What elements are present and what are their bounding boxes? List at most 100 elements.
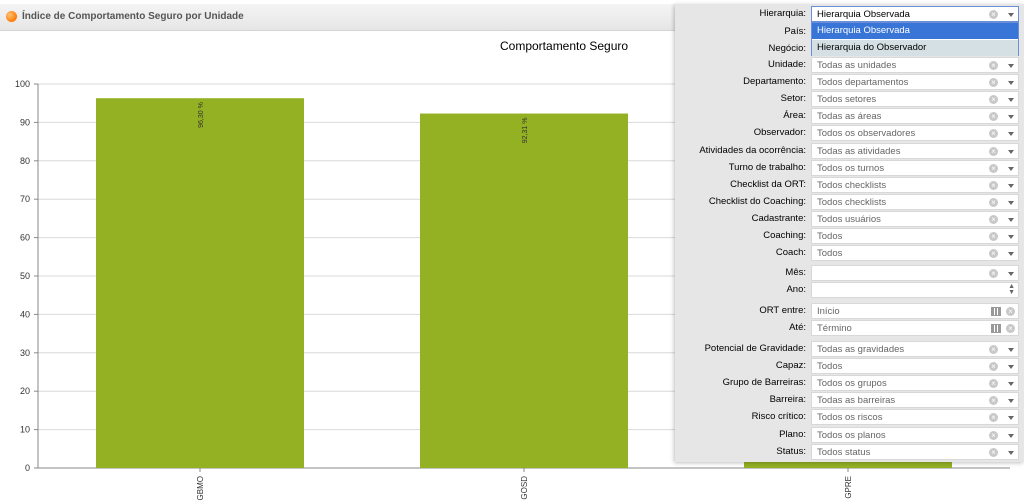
chevron-down-icon[interactable] — [1008, 272, 1014, 276]
mes-select[interactable]: × — [811, 265, 1019, 281]
hierarquia-select[interactable]: Hierarquia Observada × — [811, 6, 1019, 22]
negocio-label: Negócio: — [768, 43, 807, 54]
a5-value: Todas as atividades — [817, 145, 901, 157]
filter-row-a8: Checklist do Coaching: Todos checklists × — [675, 193, 1024, 210]
clear-icon[interactable]: × — [989, 232, 998, 241]
clear-icon[interactable]: × — [989, 447, 998, 457]
clear-icon[interactable]: × — [989, 379, 998, 389]
chevron-down-icon[interactable] — [1008, 183, 1014, 188]
a7-select[interactable]: Todos checklists × — [811, 176, 1019, 193]
filter-row-mes: Mês: × — [675, 265, 1024, 281]
filter-row-ano: Ano: ▲ ▼ — [675, 282, 1024, 298]
spinner-icon[interactable]: ▲ ▼ — [1008, 283, 1015, 296]
a0-select[interactable]: Todas as unidades × — [811, 57, 1019, 73]
filter-row-a11: Coach: Todos × — [675, 245, 1024, 262]
ate-select[interactable]: Término × — [811, 320, 1019, 336]
y-tick-label: 30 — [20, 348, 30, 358]
clear-icon[interactable]: × — [989, 146, 998, 156]
calendar-icon[interactable] — [991, 307, 1001, 316]
chevron-down-icon[interactable] — [1008, 81, 1014, 86]
chevron-down-icon[interactable] — [1008, 365, 1014, 370]
chevron-down-icon[interactable] — [1008, 166, 1014, 171]
a1-label: Departamento: — [743, 76, 806, 88]
clear-icon[interactable]: × — [989, 362, 998, 372]
a11-select[interactable]: Todos × — [811, 245, 1019, 262]
b1-select[interactable]: Todos × — [811, 358, 1019, 375]
a3-select[interactable]: Todas as áreas × — [811, 108, 1019, 125]
a2-label: Setor: — [780, 93, 806, 105]
b2-select[interactable]: Todos os grupos × — [811, 375, 1019, 392]
b5-select[interactable]: Todos os planos × — [811, 426, 1019, 443]
a2-select[interactable]: Todos setores × — [811, 91, 1019, 108]
chevron-down-icon[interactable] — [1008, 416, 1014, 421]
a6-select[interactable]: Todos os turnos × — [811, 159, 1019, 176]
chevron-down-icon[interactable] — [1008, 235, 1014, 239]
hierarquia-dropdown-list[interactable]: Hierarquia Observada Hierarquia do Obser… — [811, 22, 1019, 56]
a10-select[interactable]: Todos × — [811, 228, 1019, 244]
y-tick-label: 0 — [25, 463, 30, 473]
a9-select[interactable]: Todos usuários × — [811, 210, 1019, 227]
clear-icon[interactable]: × — [989, 345, 998, 354]
y-tick-label: 70 — [20, 194, 30, 204]
chevron-down-icon[interactable] — [1008, 399, 1014, 404]
orange-circle-icon — [6, 11, 17, 22]
clear-icon[interactable]: × — [989, 180, 998, 190]
clear-icon[interactable]: × — [1006, 307, 1015, 316]
bar-gbmo[interactable] — [96, 98, 304, 468]
b3-select[interactable]: Todas as barreiras × — [811, 392, 1019, 409]
ort-entre-select[interactable]: Início × — [811, 303, 1019, 319]
a9-value: Todos usuários — [817, 213, 881, 225]
chevron-down-icon[interactable] — [1008, 217, 1014, 222]
ano-select[interactable]: ▲ ▼ — [811, 282, 1019, 298]
b0-value: Todas as gravidades — [817, 344, 905, 355]
clear-icon[interactable]: × — [989, 396, 998, 406]
clear-icon[interactable]: × — [989, 61, 998, 70]
a1-select[interactable]: Todos departamentos × — [811, 74, 1019, 91]
clear-icon[interactable]: × — [1006, 324, 1015, 333]
a5-select[interactable]: Todas as atividades × — [811, 142, 1019, 159]
clear-icon[interactable]: × — [989, 95, 998, 105]
chevron-down-icon[interactable] — [1008, 382, 1014, 387]
clear-icon[interactable]: × — [989, 197, 998, 207]
clear-icon[interactable]: × — [989, 413, 998, 423]
chevron-down-icon[interactable] — [1008, 450, 1014, 455]
clear-icon[interactable]: × — [989, 112, 998, 122]
option-hierarquia-do-observador[interactable]: Hierarquia do Observador — [812, 40, 1018, 56]
clear-icon[interactable]: × — [989, 214, 998, 224]
clear-icon[interactable]: × — [989, 269, 998, 278]
pais-label: País: — [784, 26, 806, 37]
chevron-down-icon[interactable] — [1008, 149, 1014, 154]
chevron-down-icon[interactable] — [1008, 200, 1014, 205]
clear-icon[interactable]: × — [989, 249, 998, 259]
chevron-down-icon[interactable] — [1008, 132, 1014, 137]
chevron-down-icon[interactable] — [1008, 98, 1014, 103]
clear-icon[interactable]: × — [989, 430, 998, 440]
a4-value: Todos os observadores — [817, 128, 916, 140]
filter-row-b0: Potencial de Gravidade: Todas as gravidad… — [675, 341, 1024, 357]
b6-select[interactable]: Todos status × — [811, 443, 1019, 460]
chevron-down-icon[interactable] — [1008, 433, 1014, 438]
y-tick-label: 20 — [20, 386, 30, 396]
filter-row-a10: Coaching: Todos × — [675, 228, 1024, 244]
clear-icon[interactable]: × — [989, 10, 998, 19]
b4-select[interactable]: Todos os riscos × — [811, 409, 1019, 426]
a4-select[interactable]: Todos os observadores × — [811, 125, 1019, 142]
option-hierarquia-observada[interactable]: Hierarquia Observada — [812, 23, 1018, 39]
a0-label: Unidade: — [767, 59, 806, 70]
bar-gosd[interactable] — [420, 113, 628, 468]
clear-icon[interactable]: × — [989, 129, 998, 139]
a8-select[interactable]: Todos checklists × — [811, 193, 1019, 210]
chevron-down-icon[interactable] — [1008, 13, 1014, 17]
chevron-down-icon[interactable] — [1008, 348, 1014, 352]
ort-entre-value: Início — [817, 306, 840, 317]
calendar-icon[interactable] — [991, 324, 1001, 333]
clear-icon[interactable]: × — [989, 163, 998, 173]
chevron-down-icon[interactable] — [1008, 64, 1014, 68]
x-tick-label: GBMO — [196, 476, 205, 500]
filter-row-a9: Cadastrante: Todos usuários × — [675, 210, 1024, 227]
filter-row-b3: Barreira: Todas as barreiras × — [675, 392, 1024, 409]
chevron-down-icon[interactable] — [1008, 252, 1014, 257]
clear-icon[interactable]: × — [989, 78, 998, 88]
chevron-down-icon[interactable] — [1008, 115, 1014, 120]
b0-select[interactable]: Todas as gravidades × — [811, 341, 1019, 357]
